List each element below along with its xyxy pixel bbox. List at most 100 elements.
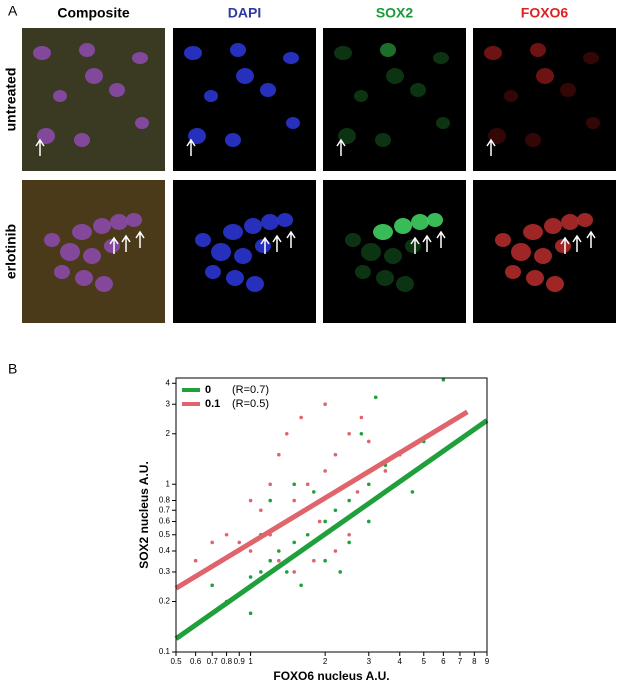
cell <box>504 90 518 102</box>
point <box>248 549 253 553</box>
fit-line <box>174 418 489 641</box>
point <box>366 482 371 487</box>
y-tick-label: 0.5 <box>159 530 171 539</box>
cell <box>53 90 67 102</box>
y-tick-label: 3 <box>166 399 171 408</box>
legend-r: (R=0.5) <box>232 398 269 410</box>
cell <box>72 224 92 240</box>
point <box>248 498 253 503</box>
cell <box>338 128 356 144</box>
x-tick-label: 5 <box>422 657 427 666</box>
cell <box>525 133 541 147</box>
cell <box>534 248 552 264</box>
y-tick-label: 0.2 <box>159 597 171 606</box>
cell <box>433 52 449 64</box>
cell <box>74 133 90 147</box>
cell <box>361 243 381 261</box>
x-tick-label: 2 <box>323 657 328 666</box>
point <box>359 431 364 436</box>
legend-label: 0.1 <box>205 398 220 410</box>
point <box>237 540 242 545</box>
cell <box>205 265 221 279</box>
cell <box>225 133 241 147</box>
point <box>323 519 327 524</box>
cell <box>555 239 571 253</box>
cell <box>277 213 293 227</box>
micrographs: Composite DAPI SOX2 FOXO6 untreated erlotinib <box>3 5 616 323</box>
cell <box>132 52 148 64</box>
arrow <box>121 234 131 252</box>
point <box>347 431 351 436</box>
arrow <box>586 230 596 248</box>
cell <box>37 128 55 144</box>
x-tick-label: 0.7 <box>207 657 219 666</box>
point <box>312 558 316 563</box>
cell <box>60 243 80 261</box>
cell <box>405 239 421 253</box>
row-label: untreated <box>3 68 19 132</box>
cell <box>184 46 202 60</box>
arrow <box>572 234 582 252</box>
point <box>248 575 253 579</box>
point <box>292 540 297 545</box>
x-tick-label: 8 <box>472 657 477 666</box>
point <box>347 540 351 545</box>
arrow <box>422 234 432 252</box>
point <box>284 570 289 574</box>
arrow <box>260 236 270 254</box>
cell <box>577 213 593 227</box>
cell <box>373 224 393 240</box>
cell <box>523 224 543 240</box>
x-tick-label: 6 <box>441 657 446 666</box>
cell <box>376 270 394 286</box>
point <box>312 490 316 494</box>
cell <box>546 276 564 292</box>
cell <box>544 218 562 234</box>
cell <box>79 43 95 57</box>
cell <box>126 213 142 227</box>
y-tick-label: 0.6 <box>159 517 171 526</box>
arrow <box>436 230 446 248</box>
legend-label: 0 <box>205 384 211 396</box>
cell <box>95 276 113 292</box>
cell <box>526 270 544 286</box>
cell <box>386 68 404 84</box>
panel-label: A <box>8 3 18 19</box>
arrow <box>135 230 145 248</box>
y-axis-label: SOX2 nucleus A.U. <box>137 461 151 569</box>
point <box>259 570 263 574</box>
y-tick-label: 2 <box>166 429 171 438</box>
point <box>366 519 371 524</box>
arrow <box>186 138 196 156</box>
x-tick-label: 3 <box>367 657 372 666</box>
column-header: FOXO6 <box>521 5 569 21</box>
x-tick-label: 4 <box>398 657 403 666</box>
cell <box>85 68 103 84</box>
cell <box>488 128 506 144</box>
y-tick-label: 0.8 <box>159 496 171 505</box>
column-header: DAPI <box>228 5 261 21</box>
x-tick-label: 7 <box>458 657 463 666</box>
arrow <box>109 236 119 254</box>
arrow <box>286 230 296 248</box>
point <box>292 482 297 487</box>
panel-label: B <box>8 361 17 377</box>
cell <box>394 218 412 234</box>
point <box>277 558 281 563</box>
cell <box>536 68 554 84</box>
point <box>323 402 327 407</box>
cell <box>44 233 60 247</box>
x-tick-label: 0.5 <box>170 657 182 666</box>
point <box>323 469 327 473</box>
legend-r: (R=0.7) <box>232 384 269 396</box>
point <box>333 549 338 553</box>
cell <box>484 46 502 60</box>
plot-frame <box>175 377 488 653</box>
point <box>299 415 303 420</box>
cell <box>410 83 426 97</box>
arrow <box>272 234 282 252</box>
cell <box>586 117 600 129</box>
cell <box>75 270 93 286</box>
